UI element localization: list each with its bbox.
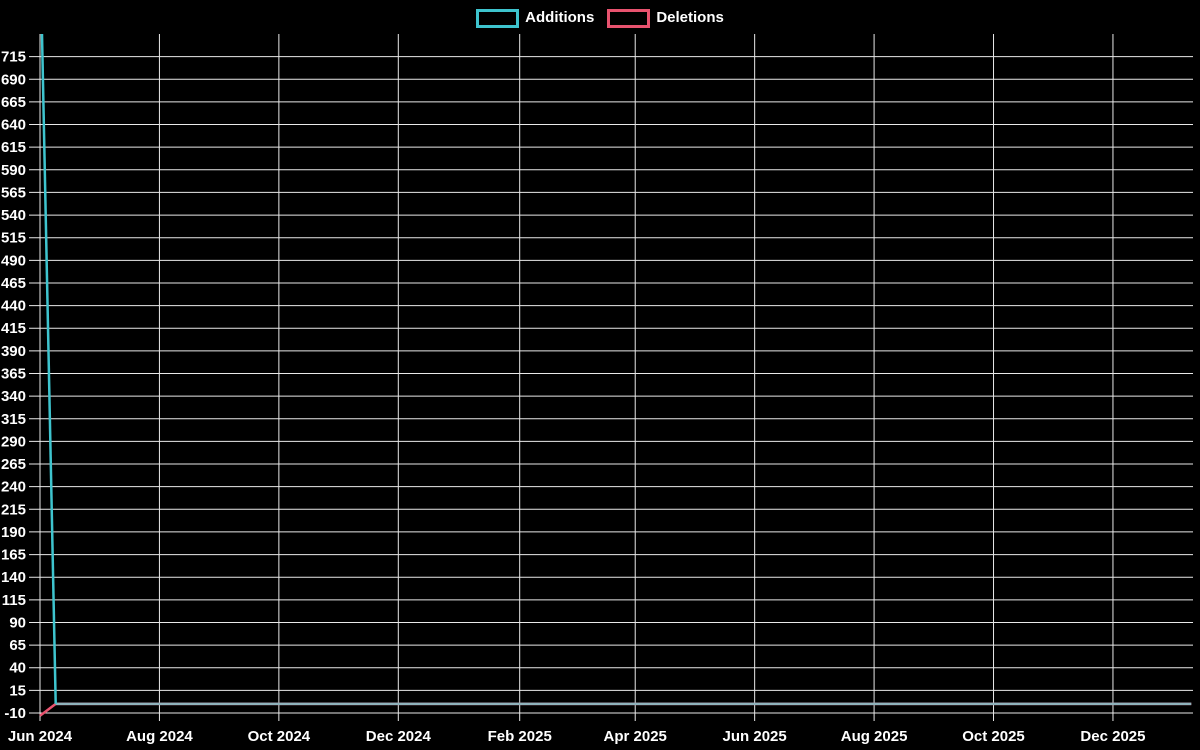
y-tick-label: 640 — [1, 117, 26, 134]
x-tick-label: Feb 2025 — [488, 728, 552, 745]
y-tick-label: 315 — [1, 411, 26, 428]
y-tick-label: 65 — [9, 637, 26, 654]
y-tick-label: 590 — [1, 162, 26, 179]
y-tick-label: 715 — [1, 49, 26, 66]
additions-swatch-icon — [476, 8, 520, 28]
y-tick-label: 340 — [1, 388, 26, 405]
y-tick-label: 690 — [1, 71, 26, 88]
x-tick-label: Dec 2025 — [1080, 728, 1145, 745]
y-tick-label: -10 — [4, 705, 26, 722]
x-tick-label: Oct 2025 — [962, 728, 1025, 745]
y-tick-label: 90 — [9, 614, 26, 631]
y-tick-label: 190 — [1, 524, 26, 541]
x-tick-label: Oct 2024 — [248, 728, 311, 745]
y-tick-label: 665 — [1, 94, 26, 111]
y-tick-label: 465 — [1, 275, 26, 292]
legend-item-additions[interactable]: Additions — [476, 7, 594, 29]
y-tick-label: 490 — [1, 252, 26, 269]
y-tick-label: 215 — [1, 501, 26, 518]
deletions-swatch-icon — [607, 8, 651, 28]
x-tick-label: Jun 2025 — [723, 728, 787, 745]
legend-item-deletions[interactable]: Deletions — [607, 7, 724, 29]
y-tick-label: 290 — [1, 433, 26, 450]
y-tick-label: 565 — [1, 184, 26, 201]
legend-label-additions: Additions — [525, 9, 595, 26]
y-tick-label: 515 — [1, 230, 26, 247]
y-tick-label: 365 — [1, 366, 26, 383]
series-line-deletions — [39, 702, 1192, 717]
x-tick-label: Jun 2024 — [8, 728, 73, 745]
legend-label-deletions: Deletions — [656, 9, 724, 26]
y-tick-label: 265 — [1, 456, 26, 473]
y-tick-label: 115 — [2, 592, 26, 609]
x-tick-label: Apr 2025 — [604, 728, 667, 745]
y-tick-label: 40 — [9, 660, 26, 677]
y-tick-label: 615 — [1, 139, 26, 156]
chart-legend: Additions Deletions — [0, 7, 1200, 29]
x-tick-label: Aug 2025 — [841, 728, 908, 745]
y-tick-label: 440 — [1, 298, 26, 315]
y-tick-label: 140 — [1, 569, 26, 586]
y-tick-label: 540 — [1, 207, 26, 224]
y-tick-label: 415 — [1, 320, 26, 337]
y-tick-label: 240 — [1, 479, 26, 496]
y-tick-label: 165 — [1, 547, 26, 564]
y-tick-label: 390 — [1, 343, 26, 360]
x-tick-label: Aug 2024 — [126, 728, 193, 745]
y-tick-label: 15 — [9, 682, 26, 699]
x-tick-label: Dec 2024 — [366, 728, 432, 745]
series-line-additions — [40, 33, 57, 704]
